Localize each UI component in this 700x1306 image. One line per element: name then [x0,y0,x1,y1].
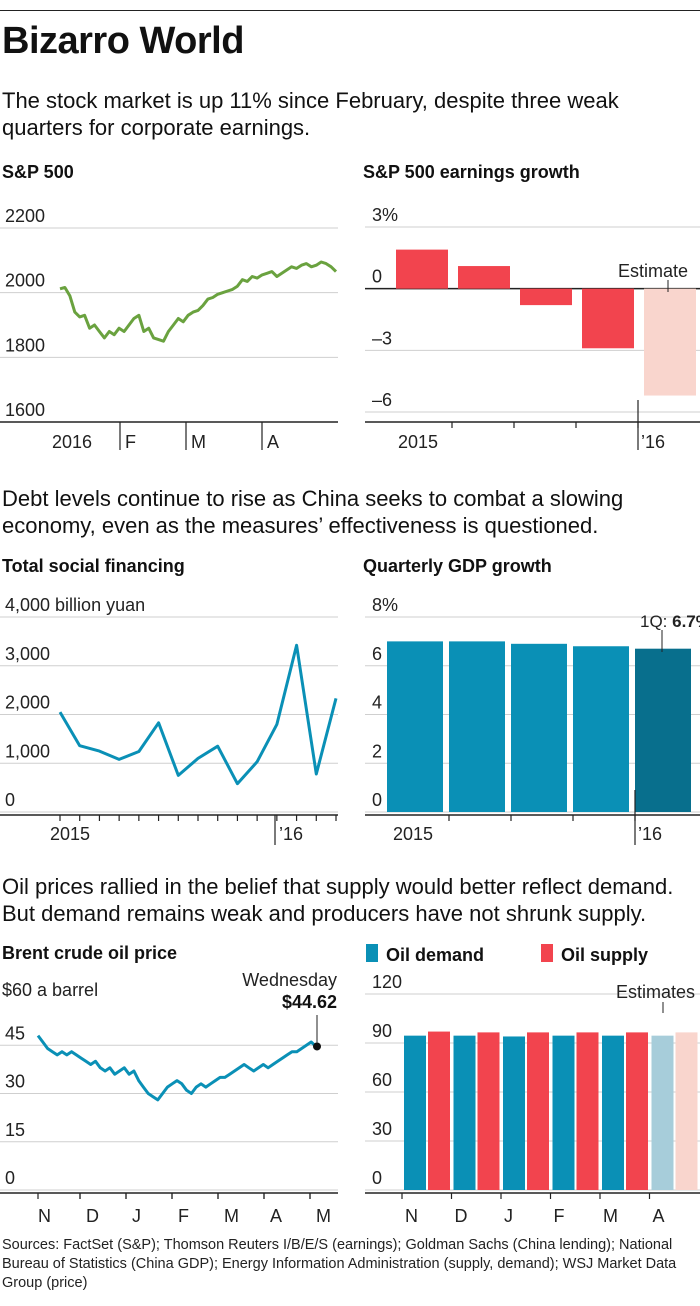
demand-bar [453,1035,476,1190]
x-tick-label: A [653,1206,665,1226]
gdp-bar [573,646,629,812]
gdp-bar [635,648,691,812]
x-tick-label: 2015 [50,824,90,844]
y-tick-label: 0 [372,267,382,287]
y-tick-label: 2000 [5,271,45,291]
earnings-bar [458,266,510,289]
demand-bar [651,1035,674,1190]
y-tick-label: 120 [372,972,402,992]
x-tick-label: F [178,1206,189,1226]
y-tick-label: 15 [5,1120,25,1140]
chart-title: Brent crude oil price [2,943,177,963]
y-tick-label: 2200 [5,206,45,226]
gdp-annotation-value: 6.7% [672,612,700,631]
x-tick-label: N [405,1206,418,1226]
x-tick-label: A [270,1206,282,1226]
gdp-bar [387,641,443,812]
y-tick-label: 8% [372,595,398,615]
y-tick-label: 60 [372,1070,392,1090]
x-tick-label: J [132,1206,141,1226]
demand-bar [404,1035,426,1190]
x-tick-label: A [267,432,279,452]
gdp-annotation: 1Q: 6.7% [640,612,700,631]
x-tick-label: D [86,1206,99,1226]
oil-annotation-label: Wednesday [242,970,337,990]
y-tick-label: –3 [372,328,392,348]
x-tick-label: N [38,1206,51,1226]
demand-bar [602,1035,624,1190]
demand-bar [503,1036,525,1190]
y-tick-label: 30 [372,1119,392,1139]
x-tick-label: ’16 [638,824,662,844]
y-tick-label: 1600 [5,400,45,420]
legend-swatch-supply [541,944,553,962]
y-tick-label: 0 [5,790,15,810]
gdp-bar [449,641,505,812]
y-tick-label: 2,000 [5,693,50,713]
top-rule [0,10,700,11]
chart-title: S&P 500 earnings growth [363,162,580,182]
y-tick-label: $60 a barrel [2,980,98,1000]
y-tick-label: 0 [372,1168,382,1188]
oil-annotation-value: $44.62 [282,992,337,1012]
estimates-label: Estimates [616,982,695,1002]
headline: Bizarro World [2,20,244,62]
x-tick-label: M [191,432,206,452]
sp500-line [59,260,338,343]
demand-bar [552,1035,575,1190]
oil-last-point [313,1042,321,1051]
y-tick-label: 4 [372,693,382,713]
legend-swatch-demand [366,944,378,962]
x-tick-label: ’16 [279,824,303,844]
supply-bar [675,1032,698,1190]
legend-label-supply: Oil supply [561,945,648,965]
gdp-bar [511,643,567,812]
deck-3: Oil prices rallied in the belief that su… [2,874,674,926]
estimate-label: Estimate [618,261,688,281]
financing-line [58,643,338,786]
deck-1: The stock market is up 11% since Februar… [2,88,619,140]
y-tick-label: –6 [372,390,392,410]
y-tick-label: 90 [372,1021,392,1041]
x-tick-label: D [455,1206,468,1226]
y-tick-label: 1,000 [5,741,50,761]
y-tick-label: 1800 [5,335,45,355]
x-tick-label: M [316,1206,331,1226]
x-tick-label: F [554,1206,565,1226]
supply-bar [576,1032,599,1190]
earnings-bar [520,288,572,306]
deck-2: Debt levels continue to rise as China se… [2,486,624,538]
chart-title: Quarterly GDP growth [363,556,552,576]
source-note: Sources: FactSet (S&P); Thomson Reuters … [2,1237,677,1291]
chart-title: Total social financing [2,556,185,576]
y-tick-label: 3% [372,205,398,225]
y-tick-label: 3,000 [5,644,50,664]
earnings-bar [582,288,634,349]
earnings-bar [396,249,448,289]
oil-price-line [36,1034,318,1102]
supply-bar [428,1031,450,1190]
x-tick-label: 2015 [393,824,433,844]
y-tick-label: 45 [5,1023,25,1043]
x-tick-label: 2016 [52,432,92,452]
y-tick-label: 0 [5,1168,15,1188]
supply-bar [626,1032,648,1190]
y-tick-label: 4,000 billion yuan [5,595,145,615]
y-tick-label: 6 [372,644,382,664]
x-tick-label: F [125,432,136,452]
x-tick-label: 2015 [398,432,438,452]
supply-bar [477,1032,500,1190]
legend-label-demand: Oil demand [386,945,484,965]
y-tick-label: 30 [5,1072,25,1092]
y-tick-label: 0 [372,790,382,810]
y-tick-label: 2 [372,741,382,761]
x-tick-label: M [224,1206,239,1226]
x-tick-label: ’16 [641,432,665,452]
x-tick-label: M [603,1206,618,1226]
supply-bar [527,1032,549,1190]
chart-title: S&P 500 [2,162,74,182]
x-tick-label: J [504,1206,513,1226]
earnings-bar [644,288,696,396]
